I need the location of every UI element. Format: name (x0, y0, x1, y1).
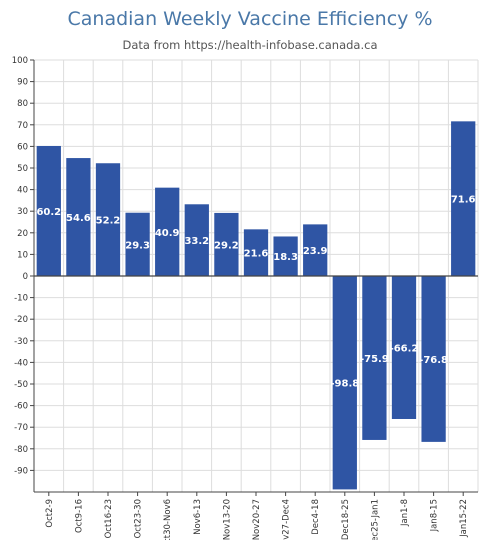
y-tick-label: -90 (14, 466, 28, 476)
y-tick-label: -40 (14, 358, 28, 368)
y-tick-label: 70 (17, 121, 28, 131)
y-tick-label: -70 (14, 423, 28, 433)
x-tick-label: Nov13-20 (222, 499, 232, 540)
y-tick-label: 20 (17, 229, 28, 239)
bar (214, 212, 239, 276)
data-label: 60.2 (36, 207, 61, 218)
chart-title: Canadian Weekly Vaccine Efficiency % (67, 8, 433, 30)
bar (95, 163, 121, 276)
bar (362, 276, 387, 440)
bar (184, 204, 209, 276)
x-tick-label: Nov6-13 (193, 499, 203, 535)
data-label: -98.8 (330, 379, 359, 390)
x-tick-label: Nov20-27 (252, 499, 262, 540)
x-tick-label: Jan15-22 (459, 499, 469, 538)
data-label: -75.9 (360, 354, 389, 365)
bar (155, 187, 180, 276)
bar (391, 276, 417, 419)
y-tick-label: 40 (17, 186, 28, 196)
y-tick-label: -80 (14, 445, 28, 455)
x-tick-label: Oct30-Nov6 (163, 499, 173, 540)
data-label: 71.6 (451, 195, 476, 206)
y-tick-label: 80 (17, 99, 28, 109)
data-label: -66.2 (390, 343, 419, 354)
data-label: 29.3 (125, 240, 150, 251)
bars (36, 121, 476, 490)
x-tick-label: Oct23-30 (134, 499, 144, 538)
bar (451, 121, 476, 277)
x-tick-label: Dec25-Jan1 (370, 499, 380, 540)
bar (243, 229, 269, 276)
x-tick-label: Dec18-25 (341, 499, 351, 540)
data-label: 40.9 (155, 228, 180, 239)
data-label: 54.6 (66, 213, 91, 224)
bar (303, 224, 328, 276)
data-label: 33.2 (184, 236, 209, 247)
bar (421, 276, 446, 442)
bar (125, 212, 150, 276)
bar (36, 145, 61, 276)
data-label: 52.2 (96, 216, 121, 227)
y-tick-label: 60 (17, 142, 28, 152)
data-label: 29.2 (214, 240, 239, 251)
x-tick-label: Dec4-18 (311, 499, 321, 535)
y-tick-label: -20 (14, 315, 28, 325)
x-tick-label: Jan1-8 (400, 499, 410, 527)
x-tick-label: Jan8-15 (430, 499, 440, 532)
chart-subtitle: Data from https://health-infobase.canada… (122, 38, 378, 52)
data-label: -76.8 (419, 355, 448, 366)
labels: 1009080706050403020100-10-20-30-40-50-60… (12, 56, 476, 540)
y-tick-label: -50 (14, 380, 28, 390)
x-tick-label: Oct2-9 (45, 499, 55, 528)
data-label: 23.9 (303, 246, 328, 257)
bar (273, 236, 298, 276)
data-label: 18.3 (273, 252, 298, 263)
y-tick-label: 10 (17, 250, 28, 260)
x-tick-label: Nov27-Dec4 (282, 499, 292, 540)
y-tick-label: -60 (14, 402, 28, 412)
y-tick-label: -10 (14, 294, 28, 304)
y-tick-label: 90 (17, 78, 28, 88)
y-tick-label: 30 (17, 207, 28, 217)
axes (30, 59, 478, 496)
x-tick-label: Oct9-16 (74, 499, 84, 533)
y-tick-label: 100 (12, 56, 28, 66)
x-tick-label: Oct16-23 (104, 499, 114, 538)
y-tick-label: 0 (23, 272, 28, 282)
bar (332, 276, 357, 490)
bar (66, 158, 91, 276)
y-tick-label: 50 (17, 164, 28, 174)
y-tick-label: -30 (14, 337, 28, 347)
data-label: 21.6 (244, 249, 269, 260)
